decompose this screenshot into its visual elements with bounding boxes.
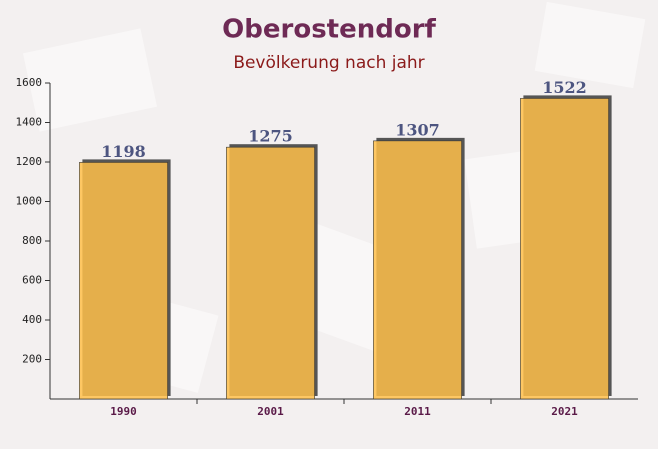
chart-title: Oberostendorf xyxy=(222,15,436,45)
bar xyxy=(79,162,168,400)
value-label: 1522 xyxy=(542,78,587,97)
y-tick-label: 800 xyxy=(22,234,42,247)
value-label: 1307 xyxy=(395,120,440,139)
value-label: 1198 xyxy=(101,142,146,161)
bar xyxy=(373,140,462,400)
x-tick-label: 2001 xyxy=(257,405,284,418)
bar xyxy=(226,146,315,400)
bar xyxy=(520,98,609,400)
value-label: 1275 xyxy=(248,127,293,146)
x-tick-label: 2021 xyxy=(551,405,578,418)
y-tick-label: 1400 xyxy=(16,116,43,129)
y-tick-label: 1200 xyxy=(16,155,43,168)
y-tick-label: 1000 xyxy=(16,195,43,208)
y-tick-label: 200 xyxy=(22,353,42,366)
y-tick-label: 600 xyxy=(22,274,42,287)
x-tick-label: 2011 xyxy=(404,405,431,418)
x-tick-label: 1990 xyxy=(110,405,137,418)
y-tick-label: 400 xyxy=(22,313,42,326)
chart-subtitle: Bevölkerung nach jahr xyxy=(233,53,424,73)
y-tick-label: 1600 xyxy=(16,76,43,89)
